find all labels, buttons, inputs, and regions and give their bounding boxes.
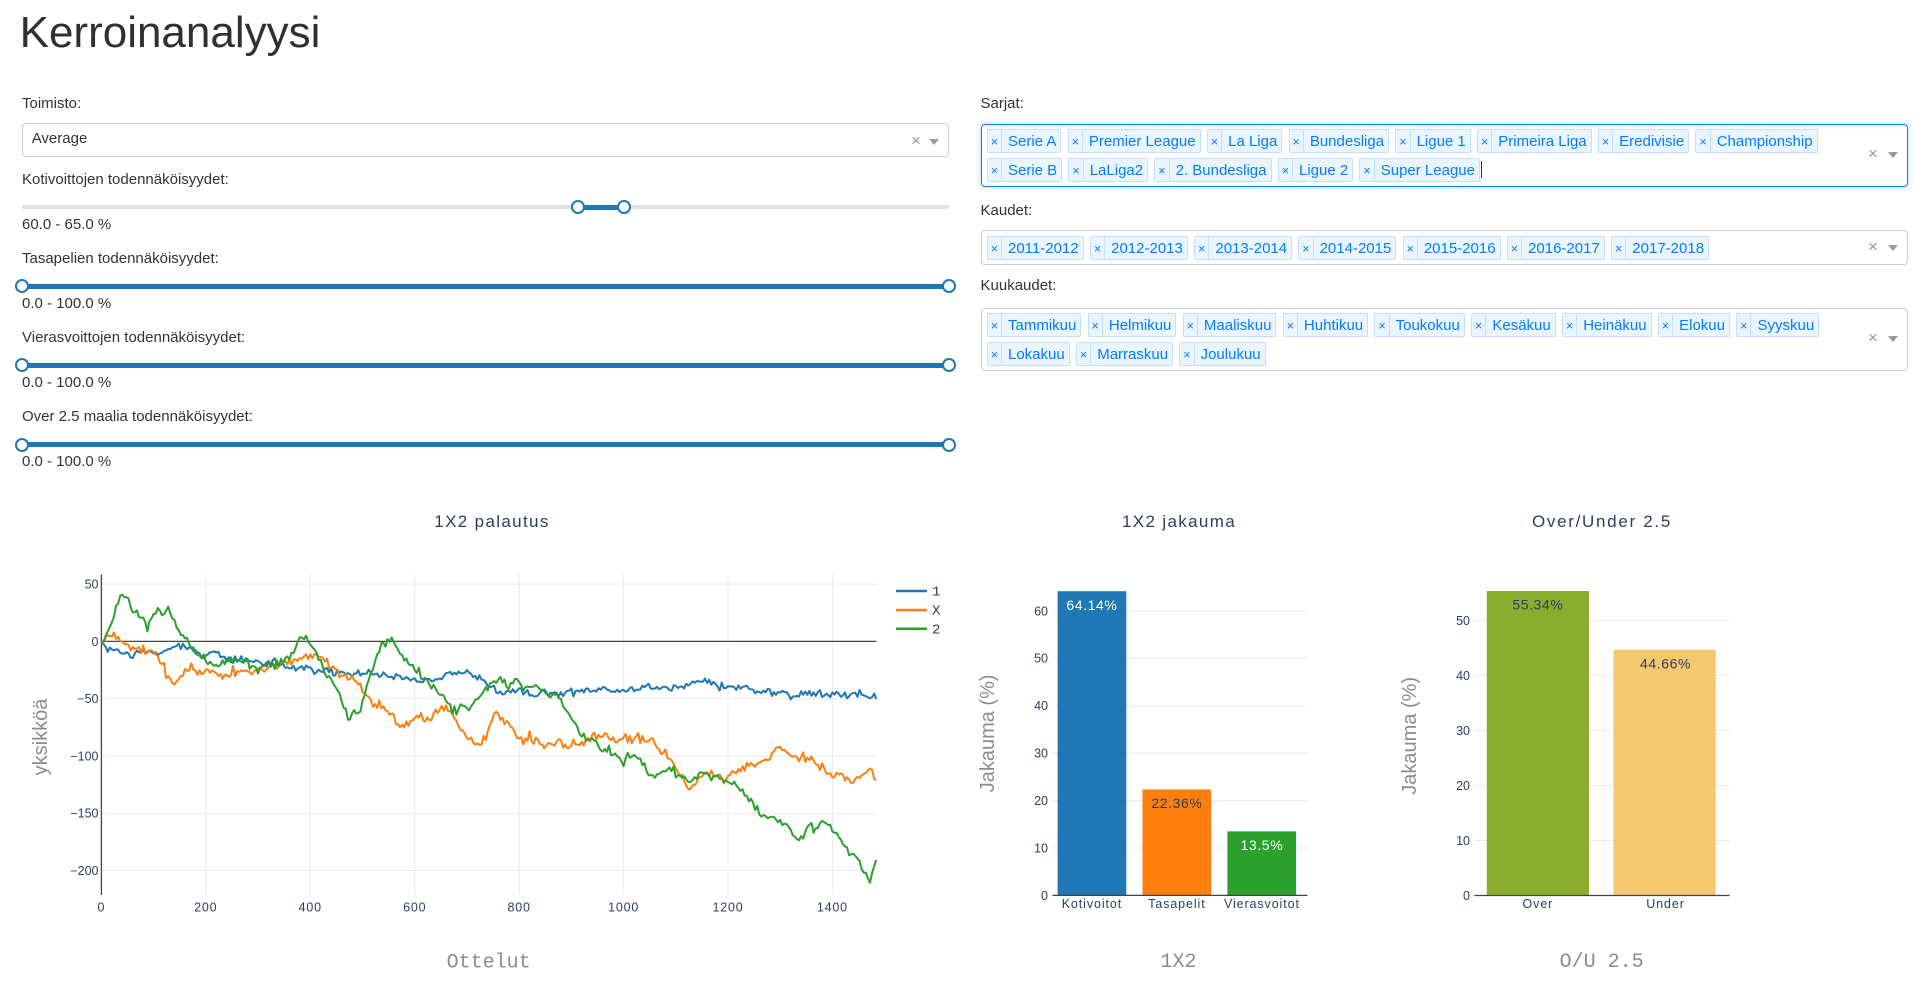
svg-text:−100: −100 (70, 749, 98, 763)
svg-text:1X2 palautus: 1X2 palautus (434, 512, 549, 531)
svg-text:Over: Over (1523, 897, 1554, 911)
svg-text:200: 200 (194, 901, 217, 915)
svg-text:40: 40 (1034, 699, 1048, 713)
svg-text:O/U 2.5: O/U 2.5 (1560, 951, 1644, 974)
svg-text:600: 600 (403, 901, 426, 915)
svg-text:Jakauma (%): Jakauma (%) (977, 674, 999, 792)
svg-text:1: 1 (932, 585, 940, 601)
svg-text:400: 400 (299, 901, 322, 915)
svg-text:1X2 jakauma: 1X2 jakauma (1122, 512, 1236, 531)
svg-text:0: 0 (98, 901, 106, 915)
svg-text:1400: 1400 (817, 901, 848, 915)
svg-text:Over/Under 2.5: Over/Under 2.5 (1532, 512, 1672, 531)
svg-text:Jakauma (%): Jakauma (%) (1399, 677, 1421, 795)
svg-text:Kotivoitot: Kotivoitot (1062, 897, 1122, 911)
svg-text:30: 30 (1034, 747, 1048, 761)
svg-text:800: 800 (507, 901, 530, 915)
svg-text:Vierasvoitot: Vierasvoitot (1224, 897, 1300, 911)
svg-text:10: 10 (1456, 834, 1470, 848)
svg-text:10: 10 (1034, 841, 1048, 855)
svg-text:50: 50 (1456, 614, 1470, 628)
svg-text:13.5%: 13.5% (1241, 837, 1284, 853)
svg-text:30: 30 (1456, 724, 1470, 738)
svg-text:50: 50 (85, 578, 99, 592)
svg-text:2: 2 (932, 623, 940, 639)
svg-text:−150: −150 (70, 807, 98, 821)
svg-text:50: 50 (1034, 652, 1048, 666)
svg-text:0: 0 (1463, 889, 1470, 903)
svg-text:Tasapelit: Tasapelit (1148, 897, 1205, 911)
svg-text:1X2: 1X2 (1160, 951, 1196, 974)
svg-text:22.36%: 22.36% (1151, 795, 1202, 811)
svg-text:44.66%: 44.66% (1640, 655, 1691, 671)
svg-text:20: 20 (1034, 794, 1048, 808)
svg-text:Under: Under (1646, 897, 1685, 911)
svg-text:55.34%: 55.34% (1512, 597, 1563, 613)
svg-text:64.14%: 64.14% (1066, 597, 1117, 613)
svg-text:X: X (932, 604, 941, 620)
svg-text:20: 20 (1456, 779, 1470, 793)
svg-text:60: 60 (1034, 604, 1048, 618)
svg-text:−200: −200 (70, 864, 98, 878)
svg-text:yksikköä: yksikköä (30, 698, 52, 776)
svg-text:1200: 1200 (712, 901, 743, 915)
svg-text:0: 0 (92, 635, 99, 649)
svg-text:Ottelut: Ottelut (447, 951, 531, 974)
svg-text:0: 0 (1041, 889, 1048, 903)
svg-text:1000: 1000 (608, 901, 639, 915)
svg-text:40: 40 (1456, 669, 1470, 683)
svg-text:−50: −50 (77, 692, 98, 706)
